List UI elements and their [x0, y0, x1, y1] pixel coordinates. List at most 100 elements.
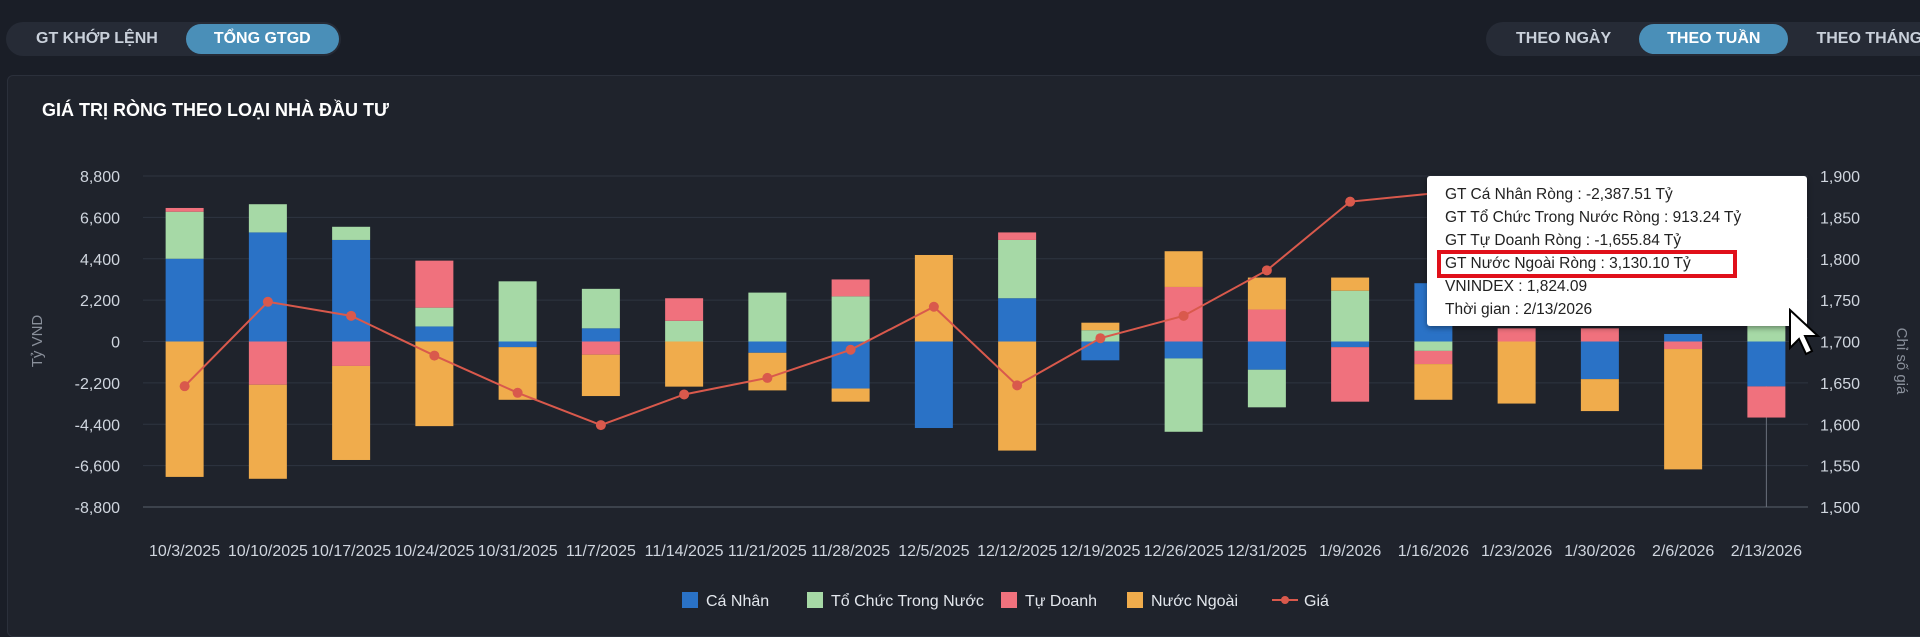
legend-swatch	[682, 592, 698, 608]
y2-tick-label: 1,650	[1820, 376, 1860, 393]
bar-segment	[415, 326, 454, 342]
toggle-theo-thang[interactable]: THEO THÁNG	[1816, 30, 1920, 47]
legend-label: Giá	[1304, 593, 1329, 610]
price-point	[1345, 196, 1356, 207]
bar-segment	[248, 384, 287, 479]
bar-segment	[165, 207, 204, 212]
bar-segment	[748, 341, 787, 353]
period-toggle-group: THEO NGÀY THEO TUẦN THEO THÁNG	[1486, 22, 1920, 56]
y2-tick-label: 1,900	[1820, 169, 1860, 186]
tooltip-line-thoi-gian: Thời gian : 2/13/2026	[1445, 301, 1593, 318]
toggle-theo-ngay[interactable]: THEO NGÀY	[1516, 30, 1612, 47]
bar-segment	[1331, 347, 1370, 402]
x-tick-label: 1/9/2026	[1319, 543, 1381, 560]
tooltip-line-vnindex: VNINDEX : 1,824.09	[1445, 278, 1588, 295]
toggle-gt-khop-lenh[interactable]: GT KHỚP LỆNH	[36, 30, 158, 47]
y2-tick-label: 1,750	[1820, 293, 1860, 310]
bar-segment	[914, 341, 953, 429]
bar-segment	[998, 341, 1037, 451]
legend-line-dot	[1281, 596, 1289, 604]
mouse-cursor-icon	[1789, 308, 1821, 356]
y-tick-label: -6,600	[75, 459, 120, 476]
bar-segment	[165, 211, 204, 259]
price-point	[346, 310, 357, 321]
x-tick-label: 1/30/2026	[1564, 543, 1635, 560]
x-tick-label: 11/28/2025	[811, 543, 890, 560]
bar-segment	[1331, 341, 1370, 348]
bar-segment	[1664, 349, 1703, 470]
bar-segment	[1580, 328, 1619, 342]
toggle-theo-tuan[interactable]: THEO TUẦN	[1639, 24, 1789, 54]
y-tick-label: -8,800	[75, 500, 120, 517]
price-point	[679, 389, 690, 400]
bar-segment	[415, 307, 454, 327]
bar-segment	[748, 352, 787, 391]
legend-swatch	[1001, 592, 1017, 608]
tooltip-line-to-chuc: GT Tổ Chức Trong Nước Ròng : 913.24 Tỷ	[1445, 209, 1742, 226]
bar-segment	[748, 292, 787, 342]
price-point	[928, 301, 939, 312]
x-tick-label: 10/10/2025	[228, 543, 308, 560]
price-point	[762, 372, 773, 383]
y2-axis-title: Chỉ số giá	[1893, 328, 1910, 395]
bar-segment	[1497, 341, 1536, 404]
bar-segment	[248, 204, 287, 233]
price-point	[845, 344, 856, 355]
bar-segment	[831, 388, 870, 402]
bar-segment	[415, 260, 454, 308]
y2-tick-label: 1,550	[1820, 459, 1860, 476]
legend-label: Tự Doanh	[1025, 593, 1097, 610]
bar-segment	[1580, 379, 1619, 412]
x-tick-label: 2/13/2026	[1731, 543, 1802, 560]
price-point	[595, 420, 606, 431]
x-tick-label: 11/21/2025	[728, 543, 807, 560]
x-tick-label: 10/3/2025	[149, 543, 220, 560]
bar-segment	[1247, 277, 1286, 310]
y2-tick-label: 1,600	[1820, 417, 1860, 434]
bar-segment	[1664, 333, 1703, 342]
legend-label: Nước Ngoài	[1151, 593, 1238, 610]
bar-segment	[1414, 341, 1453, 351]
y2-tick-label: 1,800	[1820, 252, 1860, 269]
bar-segment	[248, 232, 287, 342]
bar-segment	[1331, 277, 1370, 291]
x-tick-label: 10/17/2025	[311, 543, 391, 560]
bar-segment	[248, 341, 287, 385]
metric-toggle-group: GT KHỚP LỆNH TỔNG GTGD	[6, 22, 341, 56]
toggle-tong-gtgd[interactable]: TỔNG GTGD	[185, 24, 339, 54]
x-tick-label: 11/7/2025	[566, 543, 636, 560]
y-tick-label: 0	[111, 335, 120, 352]
legend-label: Cá Nhân	[706, 593, 769, 610]
bar-segment	[1081, 322, 1120, 331]
bar-segment	[1164, 341, 1203, 359]
bar-segment	[165, 341, 204, 477]
x-tick-label: 12/5/2025	[898, 543, 969, 560]
x-tick-label: 1/23/2026	[1481, 543, 1552, 560]
price-point	[512, 387, 523, 398]
bar-segment	[998, 239, 1037, 299]
price-point	[1095, 333, 1106, 344]
price-point	[262, 296, 273, 307]
tooltip-line-nuoc-ngoai: GT Nước Ngoài Ròng : 3,130.10 Tỷ	[1445, 255, 1691, 272]
bar-segment	[332, 365, 371, 460]
bar-segment	[1414, 350, 1453, 365]
bar-segment	[1247, 309, 1286, 342]
bar-segment	[581, 328, 620, 342]
bar-segment	[1580, 341, 1619, 380]
y2-tick-label: 1,850	[1820, 210, 1860, 227]
x-tick-label: 10/24/2025	[394, 543, 474, 560]
price-point	[429, 350, 440, 361]
legend-swatch	[807, 592, 823, 608]
x-tick-label: 12/19/2025	[1060, 543, 1140, 560]
bar-segment	[1081, 341, 1120, 361]
bar-segment	[165, 258, 204, 342]
y2-tick-label: 1,500	[1820, 500, 1860, 517]
bar-segment	[332, 341, 371, 366]
y-tick-label: -4,400	[75, 417, 120, 434]
y-tick-label: -2,200	[75, 376, 120, 393]
bar-segment	[665, 320, 704, 342]
bar-segment	[1497, 328, 1536, 342]
bar-segment	[1331, 290, 1370, 342]
bar-segment	[1664, 341, 1703, 350]
